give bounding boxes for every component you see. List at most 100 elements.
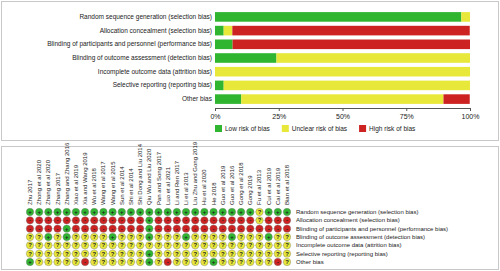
cell-symbol: - (102, 217, 104, 223)
cell: ? (155, 233, 162, 240)
cell: - (247, 225, 254, 232)
cell-symbol: + (47, 234, 51, 240)
cell-marker (247, 258, 254, 265)
category-label: Other bias (182, 95, 213, 102)
cell: + (146, 225, 153, 232)
cell-marker (63, 208, 70, 215)
cell-marker (100, 242, 107, 249)
cell-symbol: ? (120, 242, 124, 248)
cell: ? (100, 242, 107, 249)
bar-segment (215, 81, 224, 91)
cell-marker (173, 233, 180, 240)
cell-marker (182, 242, 189, 249)
cell-marker (164, 225, 171, 232)
cell-symbol: + (239, 209, 243, 215)
cell: + (228, 208, 235, 215)
cell: ? (256, 217, 263, 224)
cell-symbol: ? (56, 242, 60, 248)
cell-symbol: - (194, 217, 196, 223)
study-label: Xiao et al 2019 (73, 164, 79, 205)
cell: - (26, 217, 33, 224)
bar-segment (215, 12, 461, 22)
cell-symbol: + (285, 209, 289, 215)
cell-symbol: - (268, 226, 270, 232)
cell: + (219, 208, 226, 215)
cell: ? (118, 242, 125, 249)
cell: - (109, 217, 116, 224)
cell-marker (274, 217, 281, 224)
legend-swatch (215, 125, 222, 132)
bar-segment (215, 94, 241, 104)
cell-marker (265, 225, 272, 232)
cell-symbol: ? (258, 234, 262, 240)
row-label: Other bias (296, 259, 324, 265)
cell-marker (72, 242, 79, 249)
cell-symbol: - (47, 226, 49, 232)
cell: ? (173, 233, 180, 240)
cell-marker (219, 258, 226, 265)
cell-marker (192, 258, 199, 265)
cell-symbol: ? (267, 251, 271, 257)
cell-symbol: + (249, 209, 253, 215)
study-label: Liu Zhu and Gong 2019 (192, 141, 198, 205)
cell-marker (45, 258, 52, 265)
cell-symbol: + (267, 209, 271, 215)
cell-marker (182, 250, 189, 257)
cell: - (201, 225, 208, 232)
cell: ? (256, 250, 263, 257)
bar-segment (215, 67, 470, 77)
cell: ? (219, 258, 226, 265)
cell-symbol: ? (138, 234, 142, 240)
cell-marker (63, 233, 70, 240)
cell-marker (155, 242, 162, 249)
cell: ? (256, 233, 263, 240)
tick: Incomplete outcome data (attrition bias) (98, 68, 212, 76)
cell-marker (45, 225, 52, 232)
cell-marker (228, 217, 235, 224)
cell: ? (192, 242, 199, 249)
cell-symbol: ? (230, 251, 234, 257)
cell: ? (127, 258, 134, 265)
cell-marker (146, 242, 153, 249)
cell-marker (136, 233, 143, 240)
study-label: Wang et al 2015 (110, 161, 116, 205)
cell-symbol: + (148, 226, 152, 232)
bars (215, 12, 470, 104)
cell-symbol: ? (28, 242, 32, 248)
legend-label: High risk of bias (369, 125, 416, 133)
cell-symbol: ? (239, 242, 243, 248)
study-label: Zhu 2017 (27, 179, 33, 205)
cell-marker (283, 233, 290, 240)
cell-marker (91, 225, 98, 232)
cell: + (91, 208, 98, 215)
study-label: Li et al 2013 (183, 172, 189, 205)
cell-marker (118, 242, 125, 249)
cell: ? (283, 258, 290, 265)
cell-symbol: + (267, 234, 271, 240)
cell: + (228, 233, 235, 240)
cell-marker (247, 233, 254, 240)
cell-symbol: + (166, 209, 170, 215)
cell-symbol: ? (221, 234, 225, 240)
cell: ? (237, 250, 244, 257)
cell-symbol: + (47, 209, 51, 215)
cell-symbol: - (38, 226, 40, 232)
cell-symbol: - (231, 217, 233, 223)
cell-marker (72, 250, 79, 257)
cell: - (45, 225, 52, 232)
cell: - (109, 225, 116, 232)
cell-symbol: ? (129, 234, 133, 240)
cell: - (91, 217, 98, 224)
cell-marker (164, 250, 171, 257)
cell-marker (274, 250, 281, 257)
cell: - (256, 225, 263, 232)
study-label: Sun et al 2014 (119, 166, 125, 205)
cell-marker (192, 217, 199, 224)
cell: - (54, 225, 61, 232)
cell: - (127, 225, 134, 232)
tick-mark (470, 108, 471, 111)
cell-marker (210, 250, 217, 257)
cell-marker (182, 208, 189, 215)
cell-marker (155, 225, 162, 232)
cell-symbol: ? (157, 251, 161, 257)
